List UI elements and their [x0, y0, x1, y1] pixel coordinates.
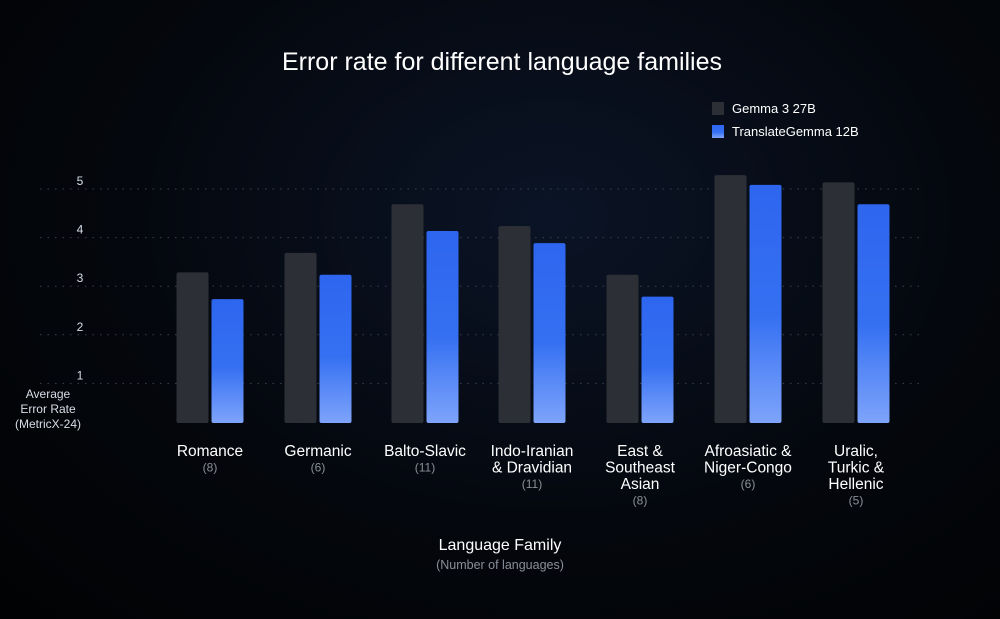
bar-gemma3: [284, 252, 317, 423]
grid-lines: [40, 188, 920, 384]
category-label: Turkic &: [828, 460, 885, 477]
bar-translategemma: [211, 299, 244, 423]
category-label: Balto-Slavic: [384, 443, 466, 460]
x-axis-label: Language Family: [439, 537, 562, 554]
category-label: Hellenic: [828, 476, 883, 493]
bar-gemma3: [391, 204, 424, 423]
y-tick-label: 2: [77, 320, 84, 334]
category-count: (8): [633, 494, 648, 508]
y-tick-label: 5: [77, 174, 84, 188]
bar-translategemma: [749, 184, 782, 423]
chart-title: Error rate for different language famili…: [282, 48, 722, 76]
category-label: Uralic,: [834, 443, 878, 460]
x-axis-sublabel: (Number of languages): [436, 558, 564, 572]
bar-translategemma: [857, 204, 890, 423]
category-label: Germanic: [284, 443, 351, 460]
category-label: & Dravidian: [492, 460, 572, 477]
y-axis-label-line: Error Rate: [20, 402, 76, 416]
x-axis-categories: Romance(8)Germanic(6)Balto-Slavic(11)Ind…: [177, 443, 885, 508]
category-label: Indo-Iranian: [491, 443, 574, 460]
bar-translategemma: [641, 296, 674, 423]
bar-translategemma: [426, 231, 459, 423]
bar-gemma3: [714, 175, 747, 423]
category-label: Asian: [621, 476, 660, 493]
y-tick-label: 3: [77, 271, 84, 285]
category-count: (11): [522, 477, 542, 491]
bar-translategemma: [319, 274, 352, 423]
legend-swatch: [712, 125, 724, 138]
category-count: (5): [849, 494, 864, 508]
legend-label: TranslateGemma 12B: [732, 124, 859, 139]
bar-gemma3: [176, 272, 209, 423]
bar-gemma3: [606, 274, 639, 423]
category-count: (11): [415, 461, 435, 475]
category-label: Niger-Congo: [704, 460, 792, 477]
category-label: Afroasiatic &: [704, 443, 792, 460]
legend-label: Gemma 3 27B: [732, 101, 816, 116]
category-count: (8): [203, 461, 218, 475]
bar-gemma3: [822, 182, 855, 423]
category-label: Southeast: [605, 460, 675, 477]
legend-swatch: [712, 102, 724, 115]
y-axis-label-line: Average: [26, 387, 71, 401]
y-tick-label: 4: [77, 223, 84, 237]
category-count: (6): [311, 461, 326, 475]
category-label: Romance: [177, 443, 243, 460]
bars: [176, 175, 890, 423]
y-tick-label: 1: [77, 368, 84, 382]
bar-gemma3: [498, 226, 531, 423]
legend: Gemma 3 27B TranslateGemma 12B: [712, 101, 859, 139]
bar-translategemma: [533, 243, 566, 423]
category-label: East &: [617, 443, 663, 460]
category-count: (6): [741, 477, 756, 491]
y-axis-ticks: 1 2 3 4 5: [77, 174, 84, 382]
y-axis-label-line: (MetricX-24): [15, 417, 81, 431]
